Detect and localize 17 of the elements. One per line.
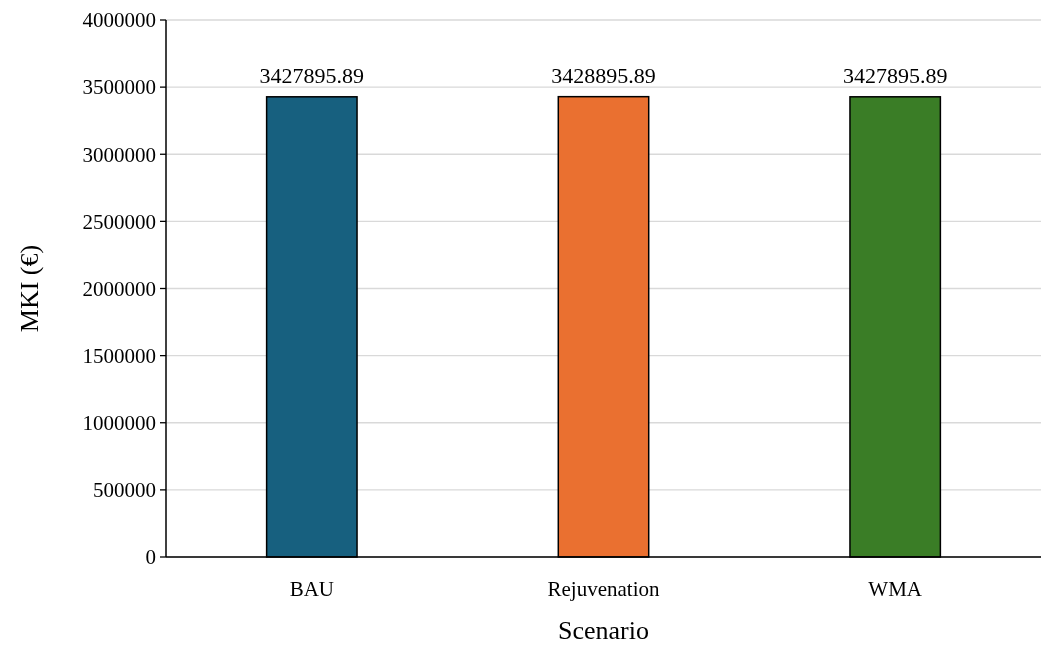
data-label: 3427895.89 (259, 62, 365, 88)
x-tick-label: Rejuvenation (547, 577, 660, 601)
data-label: 3427895.89 (842, 62, 948, 88)
y-tick-label: 3000000 (82, 142, 156, 167)
y-tick-label: 2500000 (82, 209, 156, 234)
y-tick-label: 1000000 (82, 411, 156, 436)
y-axis-title: MKI (€) (15, 244, 44, 333)
y-tick-label: 4000000 (82, 8, 156, 33)
y-tick-label: 2000000 (82, 276, 156, 301)
y-tick-label: 1500000 (82, 343, 156, 368)
data-label: 3428895.89 (551, 62, 656, 88)
x-tick-label: WMA (868, 577, 923, 601)
x-axis-title: Scenario (558, 616, 649, 645)
y-tick-label: 500000 (93, 478, 156, 503)
x-tick-label: BAU (289, 577, 335, 601)
y-tick-label: 0 (145, 545, 156, 570)
y-tick-label: 3500000 (82, 75, 156, 100)
